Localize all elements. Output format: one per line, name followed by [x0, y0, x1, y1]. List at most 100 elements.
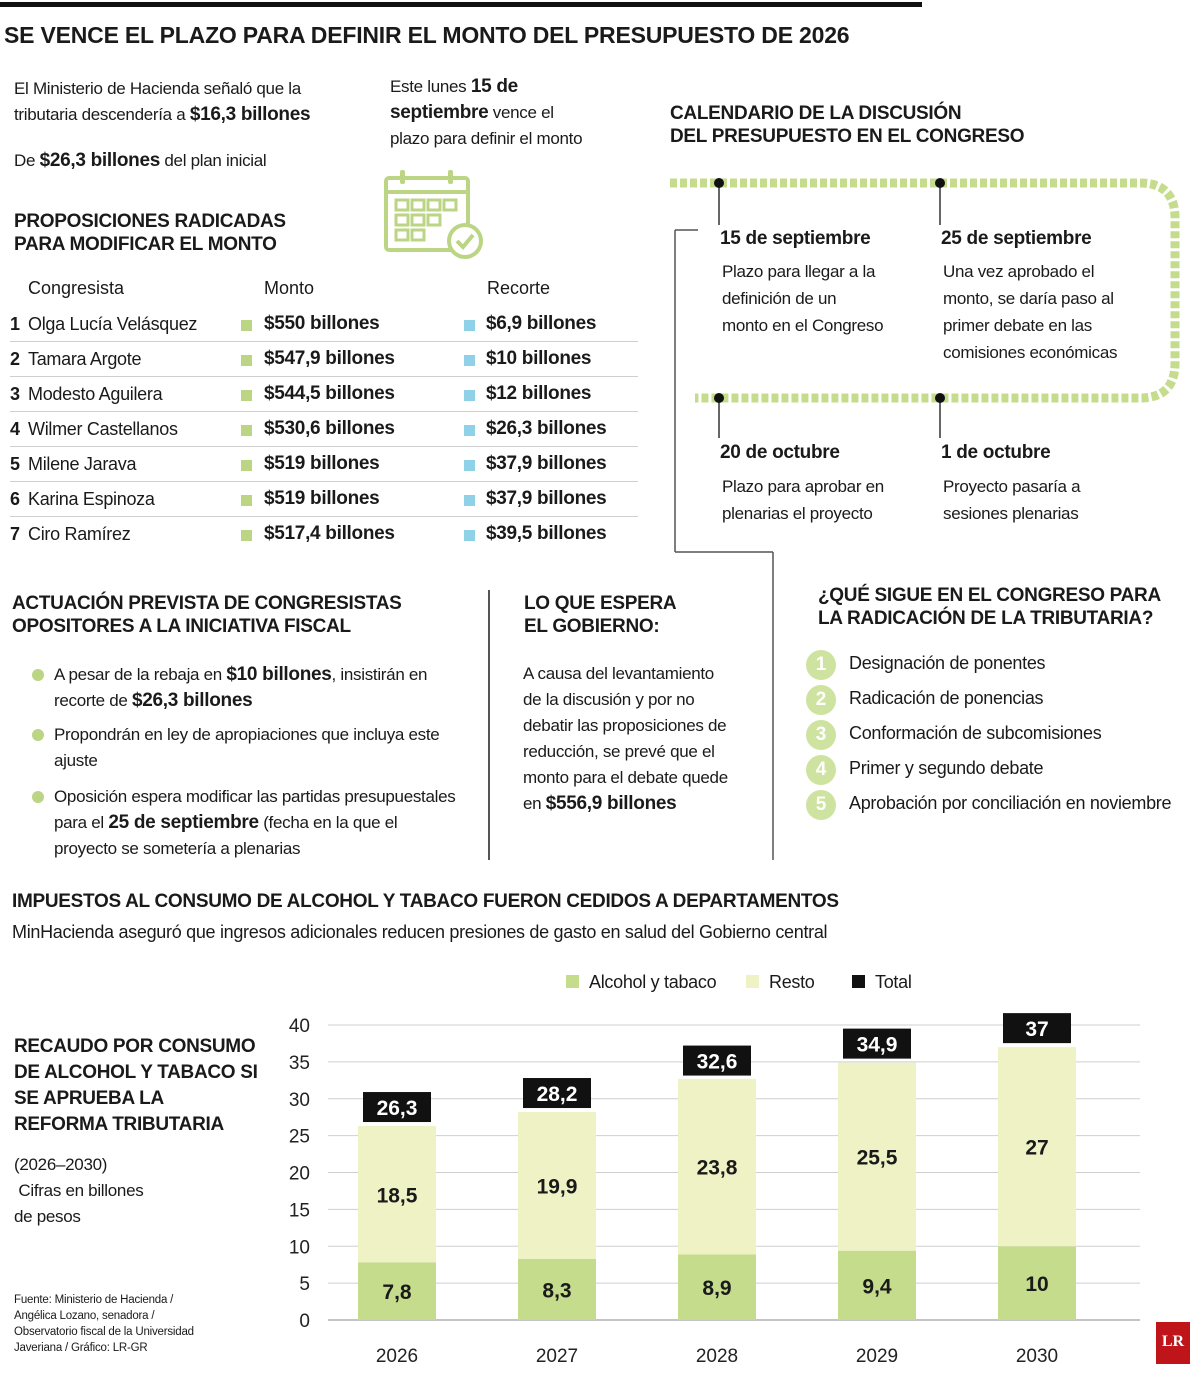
- bar-alcohol-tabaco: [998, 1246, 1076, 1320]
- event-date: 25 de septiembre: [941, 228, 1092, 249]
- timeline-graphic: [670, 178, 1180, 860]
- data-label: 18,5: [377, 1184, 418, 1207]
- cut-marker: [464, 425, 475, 436]
- step-number: 5: [806, 790, 836, 820]
- proposals-heading: PROPOSICIONES RADICADAS PARA MODIFICAR E…: [14, 211, 286, 255]
- legend-swatch: [852, 974, 865, 988]
- lr-logo: LR: [1156, 1322, 1190, 1364]
- government-heading: LO QUE ESPERA EL GOBIERNO:: [524, 593, 677, 637]
- page-title: SE VENCE EL PLAZO PARA DEFINIR EL MONTO …: [4, 22, 850, 48]
- legend-item-total: Total: [852, 972, 912, 993]
- event-desc: Plazo para llegar a la definición de un mo…: [722, 262, 884, 335]
- x-tick-label: 2027: [536, 1346, 578, 1367]
- event-desc: Una vez aprobado el monto, se daría paso …: [943, 262, 1118, 362]
- bullet-dot: [32, 791, 44, 803]
- amount-marker: [241, 495, 252, 506]
- y-tick-label: 30: [289, 1090, 310, 1111]
- data-label: 9,4: [862, 1275, 892, 1298]
- bar-resto: [678, 1078, 756, 1255]
- row-divider: [10, 446, 638, 447]
- cut-marker: [464, 320, 475, 331]
- y-tick-label: 10: [289, 1237, 310, 1258]
- cut-marker: [464, 460, 475, 471]
- table-row: 7 Ciro Ramírez $517,4 billones $39,5 bill…: [10, 523, 607, 544]
- government-text: A causa del levantamiento de la discusió…: [523, 664, 728, 814]
- total-label: 34,9: [857, 1034, 898, 1057]
- table-row: 4 Wilmer Castellanos $530,6 billones $26,…: [10, 413, 638, 447]
- legend-item-resto: Resto: [746, 972, 815, 993]
- list-item: Propondrán en ley de apropiaciones que i…: [32, 722, 466, 774]
- next-steps-heading: ¿QUÉ SIGUE EN EL CONGRESO PARA LA RADICA…: [818, 585, 1161, 629]
- x-tick-label: 2029: [856, 1346, 898, 1367]
- bullet-dot: [32, 669, 44, 681]
- table-row: 2 Tamara Argote $547,9 billones $10 billo…: [10, 343, 638, 377]
- list-item: A pesar de la rebaja en $10 billones, in…: [32, 662, 466, 714]
- chart-side-unit: (2026–2030) Cifras en billones de pesos: [14, 1155, 144, 1226]
- table-row: 5 Milene Jarava $519 billones $37,9 billo…: [10, 448, 638, 482]
- event-desc: Proyecto pasaría a sesiones plenarias: [943, 477, 1081, 523]
- row-divider: [10, 516, 638, 517]
- amount-marker: [241, 460, 252, 471]
- bullet-dot: [32, 729, 44, 741]
- col-header-recorte: Recorte: [487, 278, 551, 298]
- stacked-bar-chart: 0 5 10 15 20 25 30 35 40 7,8 18,5 26,3 2026 8,3 19,9 28…: [289, 1013, 1140, 1367]
- bar-resto: [998, 1047, 1076, 1247]
- list-item: 1 Designación de ponentes: [806, 648, 1186, 682]
- x-tick-label: 2026: [376, 1346, 418, 1367]
- bar-alcohol-tabaco: [678, 1254, 756, 1320]
- cut-marker: [464, 355, 475, 366]
- y-tick-label: 35: [289, 1053, 310, 1074]
- top-rule: [0, 2, 922, 7]
- total-badge: [843, 1028, 911, 1059]
- intro-line-3: De $26,3 billones del plan inicial: [14, 150, 267, 171]
- bar-resto: [838, 1062, 916, 1251]
- y-tick-label: 40: [289, 1016, 310, 1037]
- list-item: 4 Primer y segundo debate: [806, 753, 1186, 787]
- event-date: 1 de octubre: [941, 442, 1051, 463]
- bar-resto: [518, 1112, 596, 1259]
- calendar-check-icon: [384, 170, 483, 259]
- amount-marker: [241, 355, 252, 366]
- bar-resto: [358, 1126, 436, 1263]
- column-divider: [488, 590, 490, 860]
- intro-amount: $16,3 billones: [189, 104, 311, 125]
- col-header-monto: Monto: [264, 278, 315, 298]
- event-date: 20 de octubre: [720, 442, 840, 463]
- y-tick-label: 20: [289, 1164, 310, 1185]
- step-number: 3: [806, 720, 836, 750]
- step-number: 1: [806, 650, 836, 680]
- step-number: 4: [806, 755, 836, 785]
- opposition-heading: ACTUACIÓN PREVISTA DE CONGRESISTAS OPOSI…: [12, 593, 402, 637]
- row-divider: [10, 481, 638, 482]
- event-date: 15 de septiembre: [720, 228, 871, 249]
- y-tick-label: 15: [289, 1200, 310, 1221]
- bar-alcohol-tabaco: [838, 1250, 916, 1320]
- bar-alcohol-tabaco: [358, 1262, 436, 1320]
- taxes-heading: IMPUESTOS AL CONSUMO DE ALCOHOL Y TABACO…: [12, 891, 839, 912]
- data-label: 19,9: [537, 1175, 578, 1198]
- total-label: 37: [1025, 1018, 1048, 1041]
- cut-marker: [464, 390, 475, 401]
- data-label: 23,8: [697, 1157, 738, 1180]
- x-tick-label: 2028: [696, 1346, 738, 1367]
- timeline-node: [714, 393, 724, 403]
- intro: El Ministerio de Hacienda señaló que la …: [14, 76, 354, 174]
- total-label: 26,3: [377, 1097, 418, 1120]
- event-desc: Plazo para aprobar en plenarias el proyec…: [722, 477, 884, 523]
- intro-line-1: El Ministerio de Hacienda señaló que la: [14, 79, 301, 98]
- list-item: Oposición espera modificar las partidas …: [32, 784, 466, 862]
- chart-side-heading: RECAUDO POR CONSUMO DE ALCOHOL Y TABACO …: [14, 1036, 258, 1135]
- step-number: 2: [806, 685, 836, 715]
- total-badge: [1003, 1013, 1071, 1044]
- timeline-node: [714, 178, 724, 188]
- table-row: 3 Modesto Aguilera $544,5 billones $12 bi…: [10, 378, 638, 412]
- x-tick-label: 2030: [1016, 1346, 1058, 1367]
- data-label: 8,3: [542, 1279, 571, 1302]
- total-badge: [683, 1045, 751, 1076]
- amount-marker: [241, 530, 252, 541]
- amount-marker: [241, 390, 252, 401]
- total-badge: [363, 1092, 431, 1123]
- amount-marker: [241, 425, 252, 436]
- total-label: 28,2: [537, 1083, 578, 1106]
- legend-swatch: [566, 974, 579, 988]
